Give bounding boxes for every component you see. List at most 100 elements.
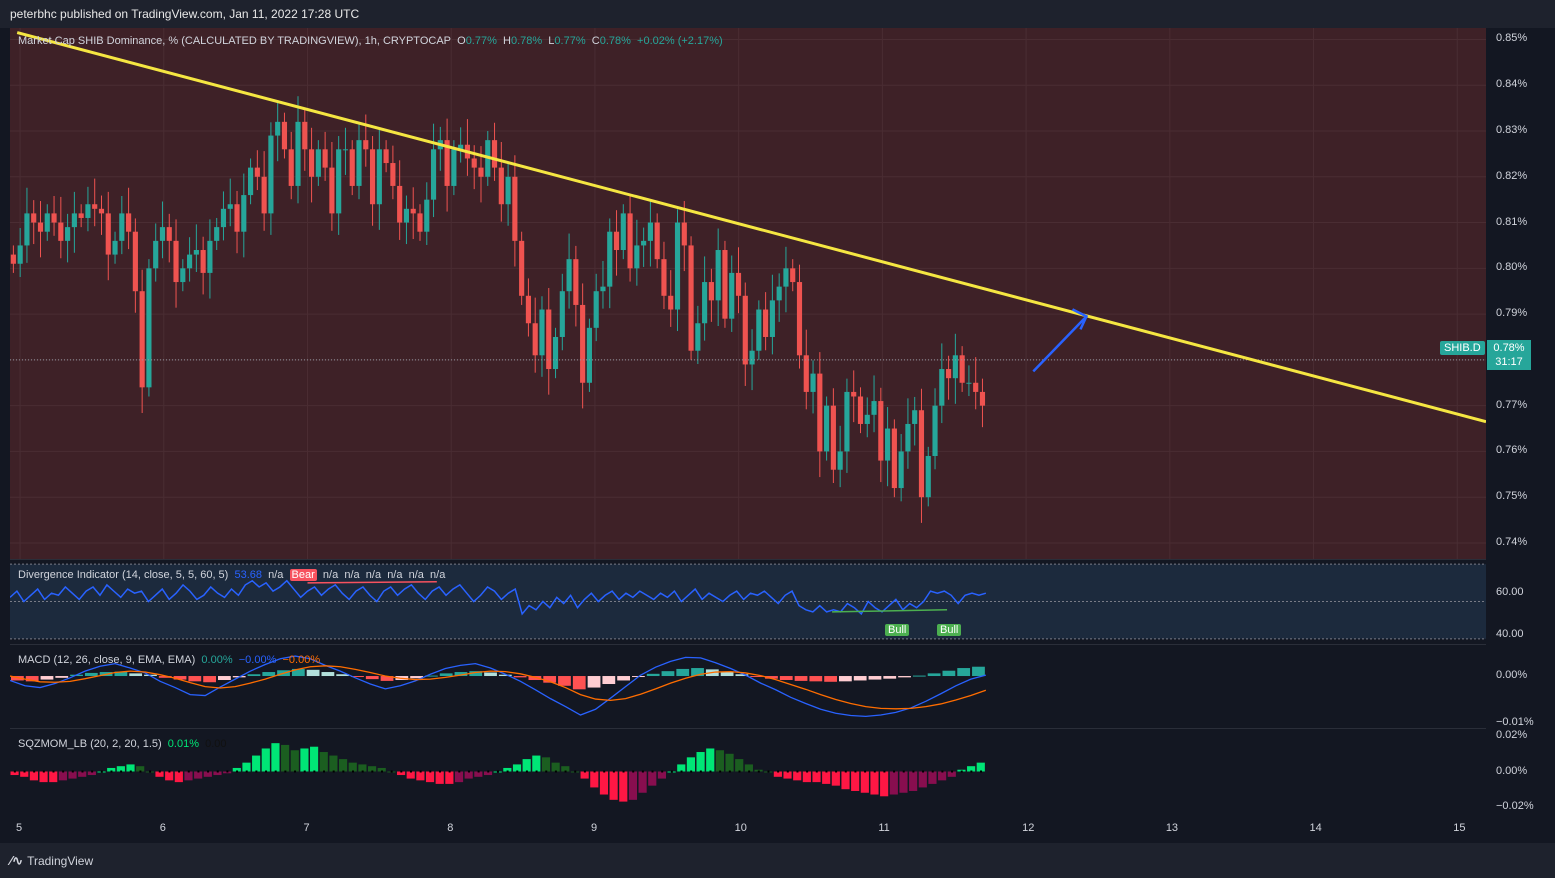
candle-body [735, 272, 742, 296]
macd-value-1: 0.00% [201, 654, 233, 666]
sqz-dot [120, 770, 123, 773]
na-2: n/a [322, 569, 339, 581]
candle-body [586, 327, 592, 383]
macd-histogram-bar [602, 676, 616, 685]
sqz-axis[interactable]: 0.02% 0.00% −0.02% [1487, 729, 1555, 814]
bar-countdown: 31:17 [1495, 356, 1523, 368]
macd-histogram-bar [927, 673, 941, 677]
sqz-dot [670, 770, 673, 773]
macd-histogram-bar [498, 674, 512, 677]
candle-body [227, 204, 233, 209]
time-axis-tick: 6 [159, 822, 166, 834]
sqzmom-chart[interactable] [10, 729, 1486, 814]
candle-body [234, 204, 240, 232]
sqz-dot [622, 770, 625, 773]
macd-histogram-bar [306, 669, 320, 677]
candle-body [417, 213, 423, 232]
sqz-bar [174, 771, 183, 783]
macd-axis[interactable]: 0.00% −0.01% [1487, 645, 1555, 728]
candle-body [607, 231, 613, 287]
tradingview-logo[interactable]: ⁄∿ TradingView [10, 853, 93, 869]
sqz-dot [535, 770, 538, 773]
sqz-dot [893, 770, 896, 773]
divergence-chart[interactable] [10, 560, 1486, 643]
macd-pane[interactable] [10, 645, 1486, 727]
pane-separator[interactable] [10, 559, 1486, 560]
divergence-pane[interactable] [10, 560, 1486, 643]
legend-c-value: 0.78% [599, 35, 631, 47]
sqz-bar [367, 766, 377, 772]
macd-histogram-bar [114, 671, 128, 677]
macd-histogram-bar [424, 675, 438, 677]
candle-body [708, 282, 714, 301]
candle-body [315, 149, 321, 177]
sqzmom-pane[interactable] [10, 729, 1486, 814]
candle-body [905, 423, 911, 452]
candle-body [98, 208, 105, 214]
candle-body [790, 268, 796, 283]
candle-body [925, 456, 931, 498]
sqz-dot [419, 770, 422, 773]
main-legend: Market Cap SHIB Dominance, % (CALCULATED… [18, 35, 723, 47]
publish-header: peterbhc published on TradingView.com, J… [0, 0, 1555, 28]
price-axis[interactable]: 0.85% 0.84% 0.83% 0.82% 0.81% 0.80% 0.79% 0.78%… [1487, 28, 1555, 559]
candle-body [769, 300, 775, 337]
candle-body [729, 272, 735, 319]
candle-body [600, 286, 606, 292]
candle-body [857, 396, 864, 424]
sqz-bar [425, 771, 435, 783]
macd-histogram-bar [735, 674, 749, 677]
pane-separator[interactable] [10, 728, 1486, 729]
sqz-dot [371, 770, 374, 773]
sqz-bar [329, 755, 338, 772]
macd-chart[interactable] [10, 645, 1486, 727]
bull-divergence-line [832, 609, 948, 613]
legend-h-value: 0.78% [510, 35, 543, 47]
price-axis-tick: 0.85% [1496, 32, 1528, 45]
candle-body [295, 121, 301, 186]
candle-body [31, 213, 37, 223]
sqz-dot [680, 770, 683, 773]
sqz-dot [71, 770, 74, 773]
candle-body [58, 222, 64, 241]
macd-histogram-bar [484, 672, 497, 677]
sqz-bar [880, 771, 889, 797]
sqz-dot [593, 770, 596, 773]
signal-line [10, 665, 987, 710]
sqz-dot [33, 770, 36, 773]
sqz-bar [68, 771, 77, 779]
bear-label: Bear [289, 569, 317, 581]
sqz-bar [232, 767, 241, 772]
pane-separator[interactable] [10, 644, 1486, 645]
sqz-dot [342, 770, 345, 773]
sqz-dot [564, 770, 567, 773]
sqz-bar [609, 771, 618, 800]
candle-body [796, 282, 803, 356]
sqz-dot [274, 770, 277, 773]
sqz-bar [744, 764, 753, 772]
sqz-bar [512, 764, 522, 772]
candle-body [952, 355, 958, 379]
sqz-bar [213, 771, 222, 776]
macd-histogram-bar [853, 676, 867, 681]
bear-divergence-line [307, 581, 437, 584]
sqz-dot [835, 770, 838, 773]
candle-body [403, 208, 410, 223]
macd-histogram-bar [528, 676, 542, 681]
candle-body [24, 213, 30, 246]
sqz-bar [261, 748, 270, 772]
candlestick-chart[interactable] [10, 28, 1486, 559]
candle-body [898, 451, 904, 489]
candle-body [580, 304, 586, 383]
time-axis-tick: 11 [878, 822, 890, 834]
sqz-dot [139, 770, 142, 773]
candle-body [281, 121, 288, 150]
candle-body [180, 268, 186, 283]
price-pane[interactable] [10, 28, 1486, 559]
divergence-axis[interactable]: 60.00 40.00 [1487, 560, 1555, 643]
candle-body [552, 336, 559, 370]
candle-body [451, 149, 457, 186]
sqz-dot [690, 770, 693, 773]
candle-body [241, 195, 247, 232]
candle-body [620, 213, 626, 251]
